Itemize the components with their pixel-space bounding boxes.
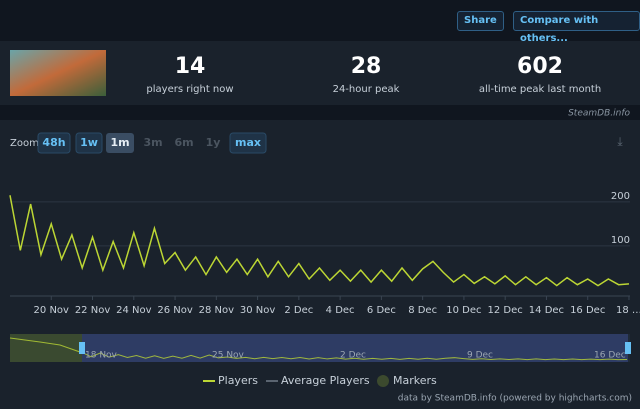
y-tick-label: 200 — [611, 191, 630, 202]
stat-label: players right now — [146, 84, 233, 95]
download-icon[interactable]: ⤓ — [617, 135, 623, 149]
stat-value: 602 — [517, 54, 563, 79]
stat-label: 24-hour peak — [333, 84, 400, 95]
zoom-option: 6m — [174, 136, 193, 149]
x-tick-label: 22 Nov — [75, 305, 111, 316]
navigator-label: 18 Nov — [85, 351, 118, 361]
stat-label: all-time peak last month — [479, 84, 601, 95]
navigator-mask — [10, 334, 82, 362]
series-line — [9, 195, 630, 287]
compare-label: Compare with others... — [520, 15, 599, 44]
share-label: Share — [464, 15, 497, 26]
x-tick-label: 14 Dec — [529, 305, 564, 316]
x-tick-label: 12 Dec — [488, 305, 523, 316]
x-tick-label: 28 Nov — [199, 305, 235, 316]
x-tick-label: 10 Dec — [446, 305, 481, 316]
navigator-label: 25 Nov — [212, 351, 245, 361]
legend-symbol[interactable] — [377, 375, 389, 387]
zoom-button[interactable] — [75, 132, 103, 154]
navigator-handle[interactable] — [625, 342, 631, 354]
navigator-handle[interactable] — [79, 342, 85, 354]
chart-panel — [0, 120, 640, 409]
watermark: SteamDB.info — [568, 109, 630, 119]
zoom-button[interactable] — [37, 132, 71, 154]
y-tick-label: 100 — [611, 235, 630, 246]
zoom-button[interactable] — [229, 132, 267, 154]
zoom-option[interactable]: 1m — [110, 136, 129, 149]
zoom-option[interactable]: 1w — [80, 136, 98, 149]
navigator-label: 2 Dec — [340, 351, 366, 361]
x-tick-label: 20 Nov — [34, 305, 70, 316]
legend-label[interactable]: Markers — [393, 374, 437, 387]
stats-panel — [0, 41, 640, 105]
zoom-option[interactable]: max — [235, 136, 261, 149]
zoom-option: 1y — [206, 136, 221, 149]
x-tick-label: 2 Dec — [284, 305, 313, 316]
share-button[interactable]: Share — [457, 11, 504, 31]
game-thumbnail — [10, 50, 106, 96]
legend-label[interactable]: Average Players — [281, 374, 370, 387]
navigator-selection — [82, 334, 628, 362]
credits: data by SteamDB.info (powered by highcha… — [398, 394, 632, 404]
x-tick-label: 24 Nov — [116, 305, 152, 316]
zoom-button[interactable] — [106, 133, 134, 153]
navigator-label: 16 Dec — [594, 351, 626, 361]
navigator-history — [9, 337, 81, 353]
zoom-option[interactable]: 48h — [42, 136, 65, 149]
stat-value: 14 — [175, 54, 206, 79]
x-tick-label: 26 Nov — [157, 305, 193, 316]
x-tick-label: 6 Dec — [367, 305, 396, 316]
x-tick-label: 18 … — [616, 305, 640, 316]
navigator-label: 9 Dec — [467, 351, 493, 361]
zoom-label: Zoom — [10, 138, 39, 149]
x-tick-label: 8 Dec — [408, 305, 437, 316]
x-tick-label: 30 Nov — [240, 305, 276, 316]
stat-value: 28 — [351, 54, 382, 79]
zoom-option: 3m — [143, 136, 162, 149]
x-tick-label: 4 Dec — [326, 305, 355, 316]
legend-label[interactable]: Players — [218, 374, 258, 387]
x-tick-label: 16 Dec — [570, 305, 605, 316]
navigator-line — [81, 351, 628, 361]
